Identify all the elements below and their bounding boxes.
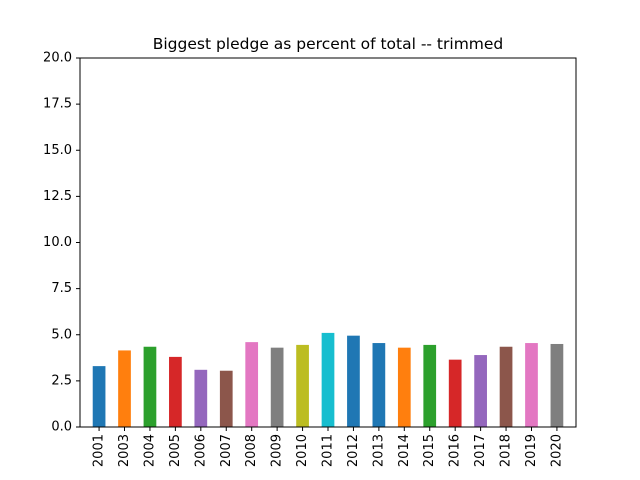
x-tick-label: 2017 — [473, 434, 488, 467]
y-tick-label: 17.5 — [43, 97, 72, 112]
bar-2003 — [118, 350, 131, 427]
y-tick-label: 12.5 — [43, 189, 72, 204]
bar-2001 — [92, 366, 106, 427]
x-tick-label: 2020 — [549, 434, 564, 467]
x-tick-label: 2015 — [422, 434, 437, 467]
bar-2014 — [397, 347, 411, 427]
bar-2006 — [194, 369, 208, 427]
chart-title: Biggest pledge as percent of total -- tr… — [153, 35, 504, 53]
x-tick-label: 2003 — [117, 434, 132, 467]
bars-group — [92, 332, 564, 427]
bar-2008 — [245, 342, 259, 427]
bar-2015 — [423, 344, 437, 427]
bar-2012 — [347, 335, 360, 427]
x-tick-label: 2004 — [142, 434, 157, 467]
bar-2009 — [270, 347, 284, 427]
y-axis: 0.0 2.5 5.0 7.5 10.0 12.5 15.0 17.5 20.0 — [43, 51, 80, 435]
x-tick-label: 2008 — [244, 434, 259, 467]
x-tick-label: 2016 — [448, 434, 463, 467]
x-tick-label: 2009 — [270, 434, 285, 467]
bar-2016 — [448, 359, 462, 427]
x-tick-label: 2006 — [193, 434, 208, 467]
x-axis: 2001 2003 2004 2005 2006 2007 2008 2009 2010 2011… — [92, 427, 564, 467]
bar-2020 — [550, 343, 564, 427]
x-tick-label: 2018 — [499, 434, 514, 467]
bar-2004 — [143, 346, 157, 427]
bar-2018 — [499, 346, 513, 427]
bar-2013 — [372, 343, 386, 427]
y-tick-label: 20.0 — [43, 51, 72, 66]
bar-2007 — [219, 370, 233, 427]
plot-frame — [79, 57, 577, 428]
x-tick-label: 2005 — [168, 434, 183, 467]
x-tick-label: 2013 — [371, 434, 386, 467]
bar-2019 — [525, 343, 538, 427]
x-tick-label: 2011 — [321, 434, 336, 467]
y-tick-label: 10.0 — [43, 235, 72, 250]
x-tick-label: 2007 — [219, 434, 234, 467]
x-tick-label: 2012 — [346, 434, 361, 467]
x-tick-label: 2001 — [92, 434, 107, 467]
y-tick-label: 5.0 — [51, 327, 72, 342]
bar-2005 — [169, 356, 182, 427]
bar-2010 — [296, 344, 309, 427]
bar-2017 — [474, 355, 487, 427]
x-tick-label: 2010 — [295, 434, 310, 467]
y-tick-label: 2.5 — [51, 373, 72, 388]
x-tick-label: 2014 — [397, 434, 412, 467]
y-tick-label: 15.0 — [43, 143, 72, 158]
x-tick-label: 2019 — [524, 434, 539, 467]
bar-2011 — [321, 332, 335, 427]
y-tick-label: 7.5 — [51, 281, 72, 296]
y-tick-label: 0.0 — [51, 420, 72, 435]
